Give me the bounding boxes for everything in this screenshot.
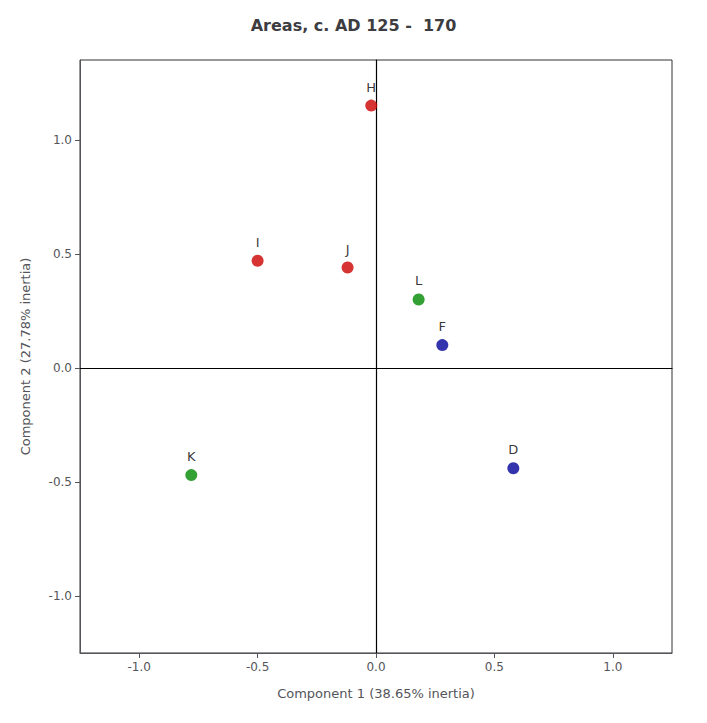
svg-text:I: I xyxy=(256,235,260,250)
svg-text:1.0: 1.0 xyxy=(53,133,72,147)
svg-text:F: F xyxy=(439,319,446,334)
svg-text:0.5: 0.5 xyxy=(485,660,504,674)
svg-text:-1.0: -1.0 xyxy=(127,660,150,674)
svg-text:1.0: 1.0 xyxy=(603,660,622,674)
svg-text:0.5: 0.5 xyxy=(53,247,72,261)
svg-text:L: L xyxy=(415,273,423,288)
svg-text:Areas, c. AD 125 - 170: Areas, c. AD 125 - 170 xyxy=(251,16,457,35)
svg-text:-0.5: -0.5 xyxy=(49,475,72,489)
svg-text:H: H xyxy=(366,80,376,95)
svg-text:-1.0: -1.0 xyxy=(49,589,72,603)
svg-text:D: D xyxy=(508,442,518,457)
svg-text:K: K xyxy=(187,449,196,464)
svg-text:0.0: 0.0 xyxy=(366,660,385,674)
svg-text:Component 2 (27.78% inertia): Component 2 (27.78% inertia) xyxy=(18,258,33,456)
svg-text:-0.5: -0.5 xyxy=(246,660,269,674)
svg-text:Component 1 (38.65% inertia): Component 1 (38.65% inertia) xyxy=(277,686,475,701)
svg-text:J: J xyxy=(345,242,350,257)
svg-text:0.0: 0.0 xyxy=(53,361,72,375)
